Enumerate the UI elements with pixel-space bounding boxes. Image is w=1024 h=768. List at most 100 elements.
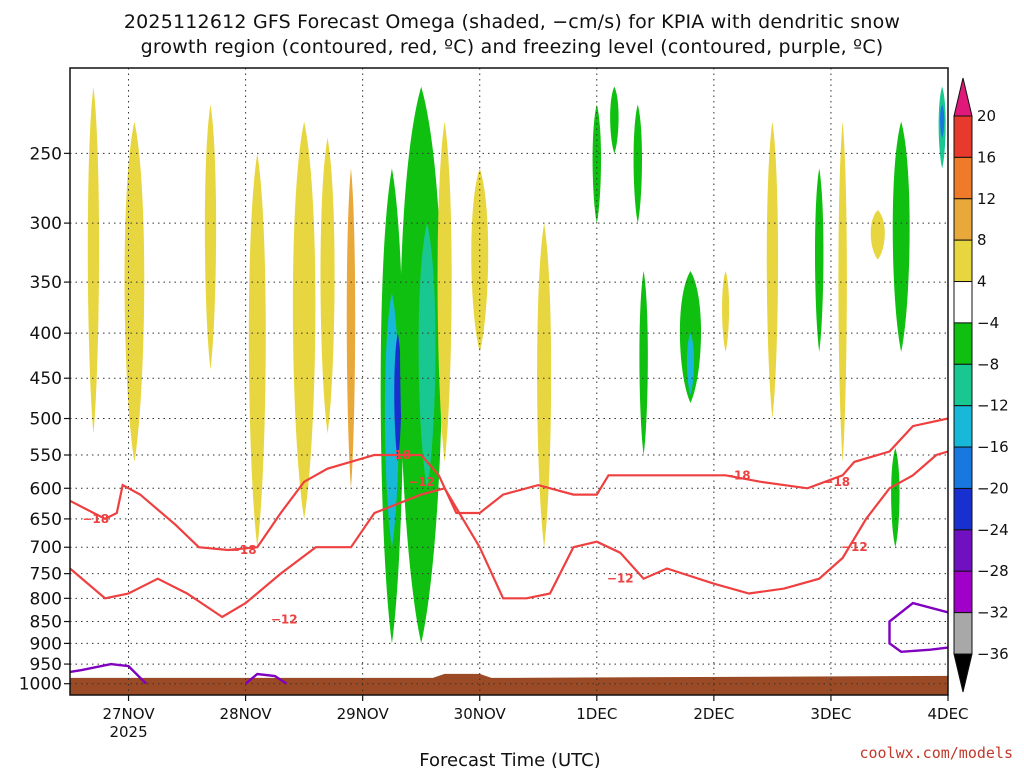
- omega-shade-region: [686, 333, 694, 395]
- colorbar-swatch: [953, 281, 973, 324]
- omega-shade-region: [814, 168, 824, 352]
- omega-shade-region: [633, 104, 643, 224]
- contour-label: −18: [82, 512, 109, 526]
- x-axis-label: Forecast Time (UTC): [419, 750, 600, 768]
- contour-label-text: −18: [724, 468, 751, 482]
- contour-label-text: −18: [823, 475, 850, 489]
- colorbar: 20 16 12 8 4 −4 −8 −12 −16 −20 −24 −28 −32 −36: [953, 77, 1009, 693]
- omega-shade-region: [418, 223, 436, 489]
- colorbar-tick-label: 8: [977, 231, 987, 249]
- colorbar-tick-label: −8: [977, 355, 999, 373]
- omega-shade-region: [766, 121, 779, 419]
- x-tick-sublabel: 2025: [109, 723, 147, 741]
- y-tick-label: 850: [30, 613, 62, 633]
- plot-border: [69, 67, 949, 696]
- omega-shade-region: [891, 447, 900, 548]
- colorbar-tick-label: −12: [977, 397, 1009, 415]
- y-tick-label: 950: [30, 655, 62, 675]
- omega-shade-region: [537, 223, 552, 548]
- contour-label-text: −18: [384, 448, 411, 462]
- y-tick-label: 450: [30, 369, 62, 389]
- x-tick-label: 29NOV: [337, 705, 390, 723]
- x-tick-label: 2DEC: [693, 705, 734, 723]
- x-tick-label: 4DEC: [927, 705, 968, 723]
- omega-shade-region: [320, 137, 335, 434]
- source-credit: coolwx.com/models: [859, 744, 1013, 762]
- x-tick-label: 3DEC: [810, 705, 851, 723]
- chart-title-line-2: growth region (contoured, red, ºC) and f…: [141, 36, 884, 58]
- contour-label-text: −12: [271, 612, 298, 626]
- x-tick-label: 27NOV: [102, 705, 155, 723]
- colorbar-swatch: [953, 446, 973, 489]
- colorbar-tick-label: −20: [977, 479, 1009, 497]
- colorbar-tick-label: −28: [977, 562, 1009, 580]
- contour-label-text: −12: [607, 572, 634, 586]
- omega-shade-region: [437, 121, 452, 462]
- omega-shade-region: [838, 121, 847, 462]
- ground-terrain: [70, 673, 948, 695]
- x-tick-label: 30NOV: [454, 705, 507, 723]
- omega-shade-region: [639, 270, 648, 455]
- y-tick-label: 250: [30, 144, 62, 164]
- colorbar-swatch: [953, 487, 973, 531]
- y-tick-label: 800: [30, 589, 62, 609]
- contour-label: −18: [384, 448, 411, 462]
- colorbar-swatch: [953, 198, 973, 241]
- contour-label: −12: [271, 612, 298, 626]
- y-tick-label: 700: [30, 538, 62, 558]
- y-tick-label: 650: [30, 510, 62, 530]
- x-tick-label: 1DEC: [576, 705, 617, 723]
- y-tick-label: 350: [30, 273, 62, 293]
- colorbar-top-triangle: [953, 77, 973, 117]
- contour-label-text: −12: [408, 475, 435, 489]
- y-tick-label: 400: [30, 324, 62, 344]
- colorbar-swatch: [953, 612, 973, 655]
- y-tick-label: 900: [30, 634, 62, 654]
- contour-label: −12: [408, 475, 435, 489]
- plot-area: −18 −18 −18 −18 −18 −12 −12 −12 −12 250 300 350 400 4…: [19, 67, 969, 741]
- contour-label: −18: [724, 468, 751, 482]
- colorbar-bottom-triangle: [953, 653, 973, 693]
- colorbar-swatch: [953, 363, 973, 407]
- omega-shade-region: [124, 121, 145, 462]
- omega-shade-region: [471, 168, 489, 352]
- freezing-level-contour: [244, 672, 288, 685]
- omega-shade-region: [940, 104, 945, 138]
- colorbar-tick-label: −36: [977, 645, 1009, 663]
- y-tick-label: 550: [30, 446, 62, 466]
- omega-shade-region: [722, 270, 730, 352]
- chart-title-line-1: 2025112612 GFS Forecast Omega (shaded, −…: [124, 11, 900, 33]
- omega-shade-region: [204, 104, 217, 370]
- contour-label: −12: [607, 572, 634, 586]
- y-tick-label: 1000: [19, 675, 62, 695]
- colorbar-swatch: [953, 115, 973, 158]
- colorbar-swatch: [953, 529, 973, 572]
- colorbar-swatch: [953, 239, 973, 283]
- freezing-level-contour: [888, 601, 948, 654]
- omega-shade-region: [394, 333, 402, 462]
- freezing-level-contour: [70, 662, 147, 685]
- colorbar-swatch: [953, 156, 973, 200]
- y-tick-label: 500: [30, 410, 62, 430]
- y-tick-label: 750: [30, 565, 62, 585]
- colorbar-tick-label: −24: [977, 521, 1009, 539]
- colorbar-tick-label: 20: [977, 107, 996, 125]
- omega-shade-region: [870, 210, 885, 260]
- omega-shade-region: [892, 121, 910, 352]
- colorbar-swatch: [953, 322, 973, 365]
- colorbar-tick-label: −4: [977, 314, 999, 332]
- colorbar-tick-label: 12: [977, 190, 996, 208]
- plot-inner: −18 −18 −18 −18 −18 −12 −12 −12 −12: [70, 68, 948, 695]
- colorbar-swatch: [953, 405, 973, 448]
- colorbar-tick-label: −16: [977, 438, 1009, 456]
- colorbar-tick-label: 16: [977, 148, 996, 166]
- dgz-contour-line: [70, 450, 948, 619]
- omega-shade-region: [610, 86, 619, 154]
- y-tick-label: 300: [30, 214, 62, 234]
- colorbar-tick-label: 4: [977, 273, 987, 291]
- y-tick-label: 600: [30, 479, 62, 499]
- x-tick-label: 28NOV: [220, 705, 273, 723]
- contour-label-text: −18: [230, 543, 257, 557]
- contour-label: −18: [823, 475, 850, 489]
